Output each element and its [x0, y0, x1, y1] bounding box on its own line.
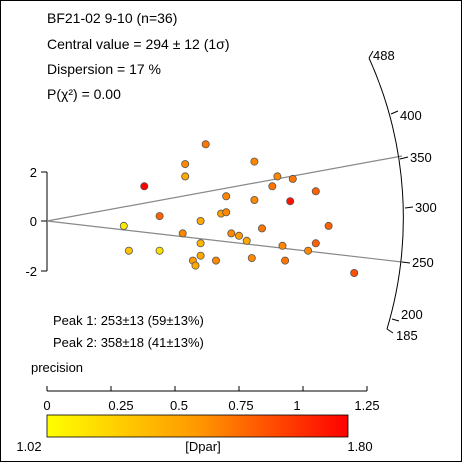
radial-tick-label: 250	[412, 255, 434, 270]
data-point	[311, 187, 320, 196]
data-point	[222, 208, 231, 217]
data-point	[247, 254, 256, 263]
data-point	[278, 241, 287, 250]
data-point	[227, 229, 236, 238]
radial-scale: 488 400 350 300 250 200 185	[368, 48, 437, 343]
data-point	[124, 246, 133, 255]
x-tick-label: 0.75	[228, 398, 253, 413]
data-point	[140, 182, 149, 191]
radial-tick	[368, 50, 374, 59]
radial-tick-label: 300	[415, 200, 437, 215]
color-bar-max-label: 1.80	[347, 439, 372, 454]
peak-1-label: Peak 1: 253±13 (59±13%)	[53, 313, 204, 328]
dispersion-value: Dispersion = 17 %	[47, 61, 161, 77]
data-point	[350, 268, 359, 277]
sample-title: BF21-02 9-10 (n=36)	[47, 10, 177, 26]
radial-tick-label: 350	[410, 150, 432, 165]
data-point	[119, 221, 128, 230]
color-bar-title: [Dpar]	[185, 439, 220, 454]
y-tick-label: 2	[30, 165, 37, 180]
data-point	[196, 216, 205, 225]
radial-tick	[404, 206, 414, 209]
data-point	[201, 140, 210, 149]
x-tick-label: 0.25	[108, 398, 133, 413]
x-tick-label: 1.25	[354, 398, 379, 413]
data-point	[234, 231, 243, 240]
x-axis-label: precision	[31, 360, 83, 375]
data-point	[211, 256, 220, 265]
x-tick-label: 0	[43, 398, 50, 413]
radial-tick	[399, 156, 409, 160]
data-point	[311, 239, 320, 248]
data-point	[304, 246, 313, 255]
data-points	[119, 140, 359, 277]
data-point	[324, 221, 333, 230]
radial-tick-label: 185	[396, 328, 418, 343]
radial-tick	[401, 261, 411, 264]
data-point	[181, 160, 190, 169]
data-point	[250, 157, 259, 166]
y-tick-label: -2	[25, 264, 37, 279]
color-bar-min-label: 1.02	[16, 439, 41, 454]
peak-line-1	[46, 220, 403, 263]
data-point	[155, 212, 164, 221]
central-value: Central value = 294 ± 12 (1σ)	[47, 36, 229, 52]
y-tick-label: 0	[30, 214, 37, 229]
x-tick-label: 0.5	[170, 398, 188, 413]
data-point	[196, 239, 205, 248]
data-point	[181, 172, 190, 181]
radial-tick	[390, 110, 399, 115]
data-point	[288, 174, 297, 183]
data-point	[273, 172, 282, 181]
data-point	[242, 236, 251, 245]
data-point	[257, 224, 266, 233]
data-point	[268, 182, 277, 191]
radial-tick-label: 400	[400, 108, 422, 123]
x-axis: 0 0.25 0.5 0.75 1 1.25	[43, 386, 380, 413]
data-point	[250, 195, 259, 204]
radial-tick	[391, 318, 400, 322]
data-point	[191, 261, 200, 270]
y-axis: 2 0 -2	[25, 165, 48, 279]
data-point	[196, 251, 205, 260]
p-chi-square: P(χ²) = 0.00	[47, 86, 121, 102]
radial-tick	[386, 328, 394, 334]
data-point	[155, 246, 164, 255]
peak-2-label: Peak 2: 358±18 (41±13%)	[53, 335, 204, 350]
color-bar	[46, 414, 349, 438]
radial-tick-label: 200	[401, 307, 423, 322]
x-tick-label: 1	[293, 398, 300, 413]
peak-line-2	[46, 155, 403, 222]
radial-tick-label: 488	[373, 48, 395, 63]
data-point	[281, 256, 290, 265]
data-point	[222, 192, 231, 201]
radial-arc	[368, 57, 404, 330]
data-point	[178, 229, 187, 238]
data-point	[286, 197, 295, 206]
